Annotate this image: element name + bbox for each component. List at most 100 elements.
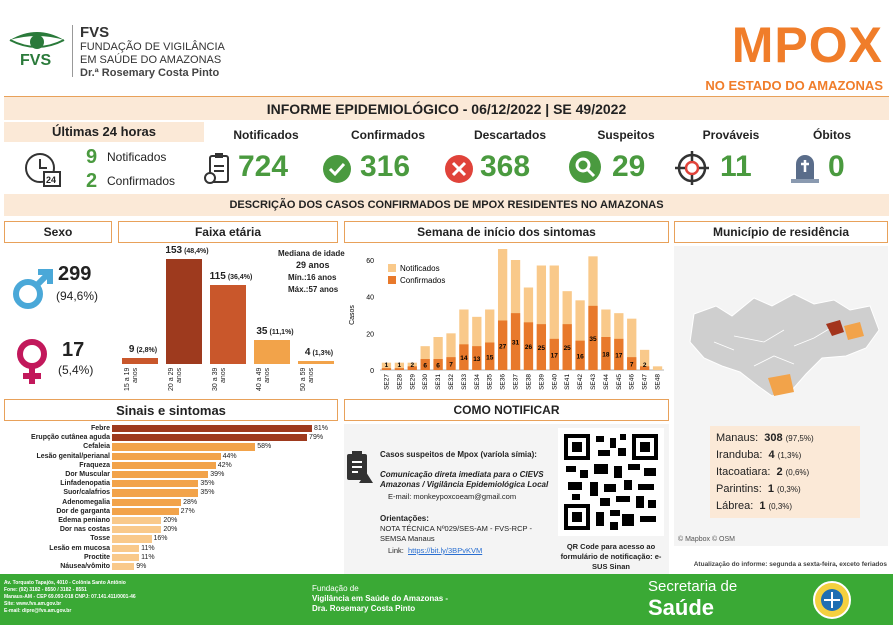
kpi-label: Notificados — [233, 128, 299, 142]
symptom-bar — [112, 452, 221, 460]
symptom-bar — [112, 563, 135, 571]
age-bar-value: 153 — [165, 244, 183, 256]
confirmados-bar — [485, 342, 495, 370]
symptom-bar — [112, 526, 162, 534]
x-circle-icon — [445, 155, 473, 183]
confirmados-bar — [381, 368, 392, 370]
qr-code[interactable] — [558, 428, 664, 536]
symptom-bar — [112, 553, 140, 561]
week-tick-label: SE38 — [525, 374, 532, 390]
map-panel: Manaus: 308 (97,5%) Iranduba: 4 (1,3%) Itaco… — [674, 246, 888, 546]
notificados-bar — [497, 249, 508, 370]
logo-line1: FUNDAÇÃO DE VIGILÂNCIA — [80, 41, 225, 53]
age-tick-label: 30 a 39 anos — [212, 368, 227, 392]
week-tick-label: SE28 — [396, 374, 403, 390]
notificados-bar — [549, 265, 559, 370]
kpi-descartados: Descartados 368 — [440, 126, 560, 192]
report-title: INFORME EPIDEMIOLÓGICO - 06/12/2022 | SE… — [4, 96, 889, 120]
confirmados-bar — [588, 305, 598, 370]
confirmados-bar-label: 7 — [630, 362, 634, 369]
magnifier-icon — [569, 151, 601, 183]
age-tick-label: 15 a 19 anos — [124, 368, 139, 392]
week-tick-label: SE31 — [435, 374, 442, 390]
symptom-value: 28% — [183, 498, 198, 506]
notificar-email: E-mail: monkeypoxcoeam@gmail.com — [388, 492, 517, 501]
page-subtitle: NO ESTADO DO AMAZONAS — [705, 78, 883, 93]
age-bar-label: 4 (1,3%) — [294, 347, 344, 358]
notificar-nota: NOTA TÉCNICA Nº029/SES-AM - FVS-RCP - SE… — [380, 524, 532, 543]
kpi-provaveis: Prováveis 11 — [672, 126, 782, 192]
notificados-bar — [639, 349, 650, 370]
kpi-confirmados: Confirmados 316 — [318, 126, 438, 192]
symptom-label: Náusea/vômito — [60, 563, 110, 570]
symptom-value: 27% — [180, 507, 195, 515]
week-tick-label: SE27 — [383, 374, 390, 390]
confirmados-bar — [472, 346, 482, 370]
kpi-label: Suspeitos — [597, 128, 655, 142]
symptom-label: Linfadenopatia — [60, 480, 110, 488]
median-label: Mediana de idade — [278, 249, 345, 258]
last24-label: Últimas 24 horas — [4, 122, 204, 142]
kpi-value: 368 — [480, 150, 531, 183]
clock-calendar-icon: 24 — [22, 150, 62, 190]
median-value: 29 anos — [296, 260, 330, 270]
symptom-value: 16% — [153, 535, 168, 543]
municipio-name: Iranduba: — [716, 449, 763, 461]
municipio-value: 1 — [764, 483, 775, 495]
symptom-bar — [112, 480, 199, 488]
symptom-label: Tosse — [90, 535, 110, 543]
y-tick-label: 0 — [370, 368, 374, 375]
symptom-bar — [112, 461, 216, 469]
female-value: 17 — [62, 339, 85, 361]
footer-center-l1: Fundação de — [312, 584, 359, 593]
footer-center-l3: Dra. Rosemary Costa Pinto — [312, 604, 416, 613]
notificar-link[interactable]: https://bit.ly/3BPvKVM — [408, 546, 483, 555]
notificar-comm: Comunicação direta imediata para o CIEVS… — [380, 470, 549, 489]
symptom-bar — [112, 535, 152, 543]
confirmados-bar — [407, 366, 417, 370]
age-bar — [254, 339, 290, 364]
symptom-value: 35% — [200, 480, 215, 488]
legend-swatch — [388, 276, 396, 284]
footer-center-l2: Vigilância em Saúde do Amazonas - — [312, 594, 449, 603]
age-bar-value: 4 — [304, 347, 311, 359]
confirmados-bar-label: 17 — [615, 352, 623, 359]
male-symbol-icon — [13, 269, 53, 309]
symptom-label: Dor Muscular — [65, 471, 110, 478]
week-tick-label: SE46 — [629, 374, 636, 390]
symptom-label: Edema peniano — [58, 517, 110, 524]
week-tick-label: SE32 — [448, 374, 455, 390]
target-icon — [675, 151, 709, 185]
notificar-link-label: Link: — [388, 546, 404, 555]
median-min: Mín.:16 anos — [288, 273, 337, 282]
municipio-value: 4 — [765, 449, 775, 461]
kpi-value: 29 — [612, 150, 646, 183]
last24-confirmed-value: 2 — [86, 170, 98, 192]
qr-caption: QR Code para acesso ao formulário de not… — [560, 542, 662, 571]
symptom-bar — [112, 498, 182, 506]
confirmados-bar-label: 6 — [423, 363, 427, 370]
age-bar-pct: (11,1%) — [269, 328, 294, 336]
week-tick-label: SE45 — [616, 374, 623, 390]
confirmados-bar — [639, 366, 650, 370]
age-bar-pct: (1,3%) — [312, 350, 334, 358]
kpi-value: 316 — [360, 150, 411, 183]
week-tick-label: SE42 — [577, 374, 584, 390]
municipio-row: Lábrea: 1 (0,3%) — [716, 500, 792, 512]
sinais-chart: Febre 81% Erupção cutânea aguda 79% Cefaleia… — [4, 424, 338, 574]
week-tick-label: SE30 — [422, 374, 429, 390]
last24-panel: Últimas 24 horas 24 9 Notificados 2 Conf… — [4, 122, 204, 192]
municipio-pct: (1,3%) — [777, 451, 802, 460]
notificados-bar — [407, 362, 417, 370]
sinais-title: Sinais e sintomas — [4, 399, 338, 421]
legend-swatch — [388, 264, 396, 272]
notificados-bar — [575, 300, 585, 370]
notificados-bar — [627, 318, 637, 370]
confirmados-bar-label: 7 — [449, 362, 453, 369]
legend-label: Notificados — [400, 264, 440, 273]
municipio-value: 2 — [773, 466, 783, 478]
confirmados-bar-label: 25 — [564, 345, 572, 352]
week-tick-label: SE34 — [474, 374, 481, 390]
confirmados-bar — [446, 357, 456, 370]
notificar-title: COMO NOTIFICAR — [344, 399, 669, 421]
